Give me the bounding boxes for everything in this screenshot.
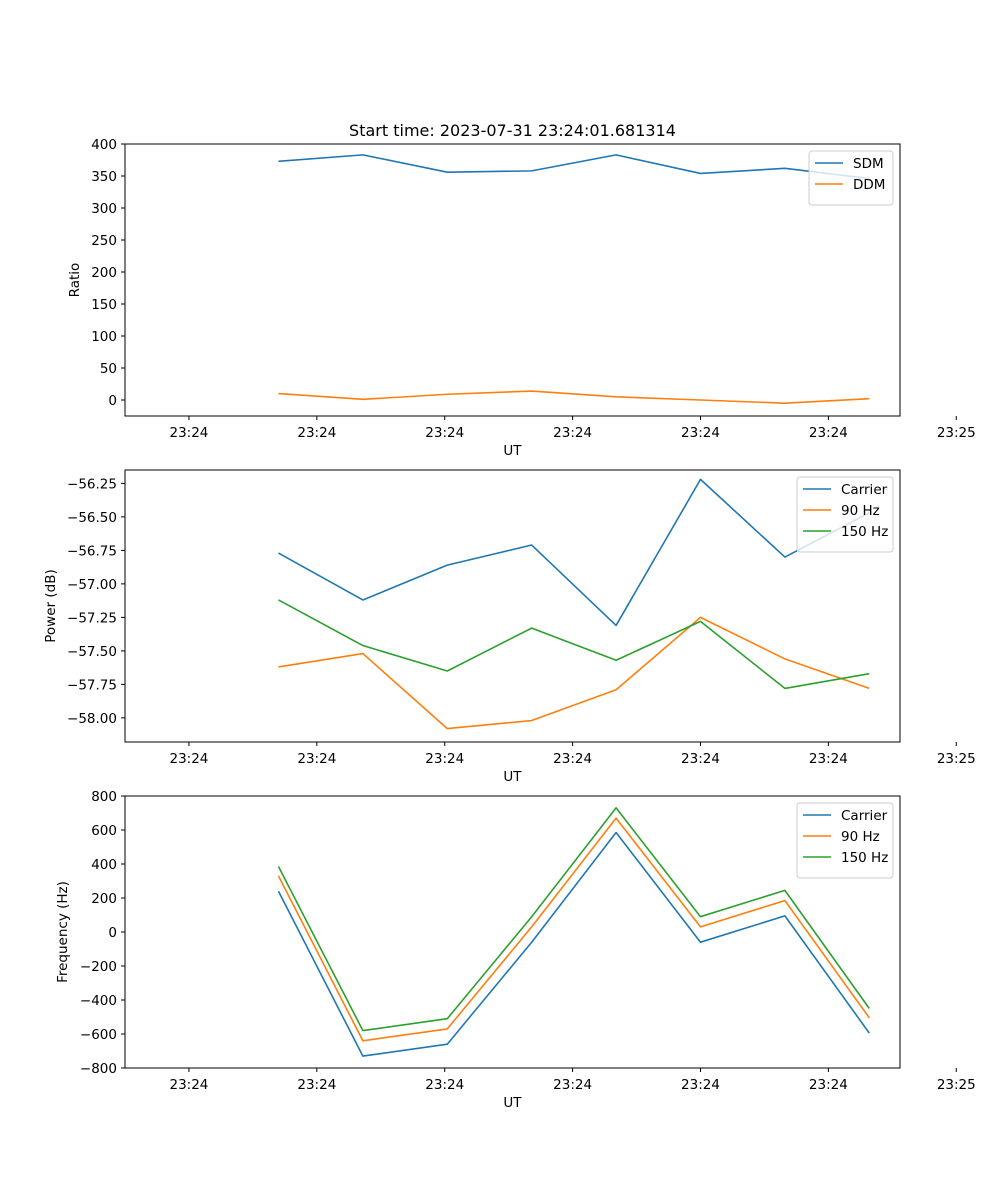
x-tick-label: 23:24 xyxy=(809,751,848,767)
y-tick-label: 150 xyxy=(91,297,117,313)
y-tick-label: 350 xyxy=(91,169,117,185)
y-tick-label: −58.00 xyxy=(67,711,117,727)
x-tick-label: 23:25 xyxy=(937,751,976,767)
chart-title: Start time: 2023-07-31 23:24:01.681314 xyxy=(349,121,676,140)
x-tick-label: 23:24 xyxy=(297,751,336,767)
legend-box xyxy=(796,476,894,553)
y-tick-label: −600 xyxy=(80,1027,117,1043)
series-lines xyxy=(277,807,870,1057)
y-tick-label: 400 xyxy=(91,857,117,873)
x-tick-label: 23:24 xyxy=(297,1077,336,1093)
legend-label: SDM xyxy=(853,156,884,172)
y-tick-label: −800 xyxy=(80,1061,117,1077)
ratio-panel: Start time: 2023-07-31 23:24:01.681314 23… xyxy=(67,121,976,459)
y-axis-label: Power (dB) xyxy=(43,569,59,642)
x-tick-label: 23:24 xyxy=(809,1077,848,1093)
y-tick-label: 0 xyxy=(108,925,117,941)
y-tick-label: −200 xyxy=(80,959,117,975)
y-tick-label: −56.25 xyxy=(67,476,117,492)
legend-label: Carrier xyxy=(841,482,888,498)
series-line-90-hz xyxy=(277,817,870,1042)
x-tick-label: 23:24 xyxy=(425,1077,464,1093)
legend-label: 150 Hz xyxy=(841,850,888,866)
legend-label: 150 Hz xyxy=(841,524,888,540)
y-tick-label: 600 xyxy=(91,823,117,839)
x-tick-label: 23:24 xyxy=(809,425,848,441)
y-tick-label: −57.50 xyxy=(67,644,117,660)
legend-label: DDM xyxy=(853,177,885,193)
x-axis-label: UT xyxy=(503,769,522,785)
legend-box xyxy=(796,802,894,879)
series-line-sdm xyxy=(278,154,870,180)
power-panel: 23:24 23:24 23:24 23:24 23:24 23:24 23:25 −58.0… xyxy=(43,469,976,785)
x-tick-label: 23:24 xyxy=(169,751,208,767)
legend-label: 90 Hz xyxy=(841,503,880,519)
legend: Carrier 90 Hz 150 Hz xyxy=(796,476,894,553)
frequency-panel: 23:24 23:24 23:24 23:24 23:24 23:24 23:25 −800 −… xyxy=(55,789,976,1111)
x-axis-label: UT xyxy=(503,1095,522,1111)
series-line-90-hz xyxy=(278,616,870,730)
x-tick-label: 23:24 xyxy=(553,1077,592,1093)
x-tick-label: 23:24 xyxy=(425,425,464,441)
legend-box xyxy=(808,150,894,206)
y-tick-label: −56.50 xyxy=(67,510,117,526)
series-line-carrier xyxy=(278,478,870,627)
series-line-150-hz xyxy=(277,807,870,1032)
y-tick-label: 800 xyxy=(91,789,117,805)
y-tick-label: 200 xyxy=(91,265,117,281)
y-tick-label: −56.75 xyxy=(67,543,117,559)
legend: SDM DDM xyxy=(808,150,894,206)
series-line-150-hz xyxy=(278,599,870,690)
x-tick-label: 23:25 xyxy=(937,425,976,441)
x-tick-label: 23:24 xyxy=(681,425,720,441)
axes-frame xyxy=(124,469,901,743)
x-tick-label: 23:24 xyxy=(553,751,592,767)
x-tick-label: 23:24 xyxy=(169,1077,208,1093)
y-tick-label: 300 xyxy=(91,201,117,217)
x-tick-label: 23:24 xyxy=(681,751,720,767)
x-tick-label: 23:24 xyxy=(297,425,336,441)
axes-frame xyxy=(124,795,901,1069)
x-tick-label: 23:24 xyxy=(553,425,592,441)
y-tick-label: −57.75 xyxy=(67,677,117,693)
y-tick-label: 400 xyxy=(91,137,117,153)
y-tick-label: 200 xyxy=(91,891,117,907)
x-tick-label: 23:24 xyxy=(681,1077,720,1093)
y-axis-label: Ratio xyxy=(67,263,83,298)
y-tick-label: −57.00 xyxy=(67,577,117,593)
y-tick-label: −400 xyxy=(80,993,117,1009)
x-tick-label: 23:25 xyxy=(937,1077,976,1093)
y-tick-label: 50 xyxy=(100,361,117,377)
legend-label: Carrier xyxy=(841,808,888,824)
x-axis-label: UT xyxy=(503,443,522,459)
axes-frame xyxy=(124,143,901,417)
y-tick-label: 0 xyxy=(108,393,117,409)
series-lines xyxy=(278,154,870,405)
y-tick-label: 100 xyxy=(91,329,117,345)
y-axis-label: Frequency (Hz) xyxy=(55,881,71,983)
legend-label: 90 Hz xyxy=(841,829,880,845)
x-tick-label: 23:24 xyxy=(169,425,208,441)
series-lines xyxy=(278,478,870,730)
series-line-ddm xyxy=(278,390,870,405)
series-line-carrier xyxy=(277,831,870,1057)
legend: Carrier 90 Hz 150 Hz xyxy=(796,802,894,879)
y-tick-label: −57.25 xyxy=(67,610,117,626)
x-tick-label: 23:24 xyxy=(425,751,464,767)
y-tick-label: 250 xyxy=(91,233,117,249)
